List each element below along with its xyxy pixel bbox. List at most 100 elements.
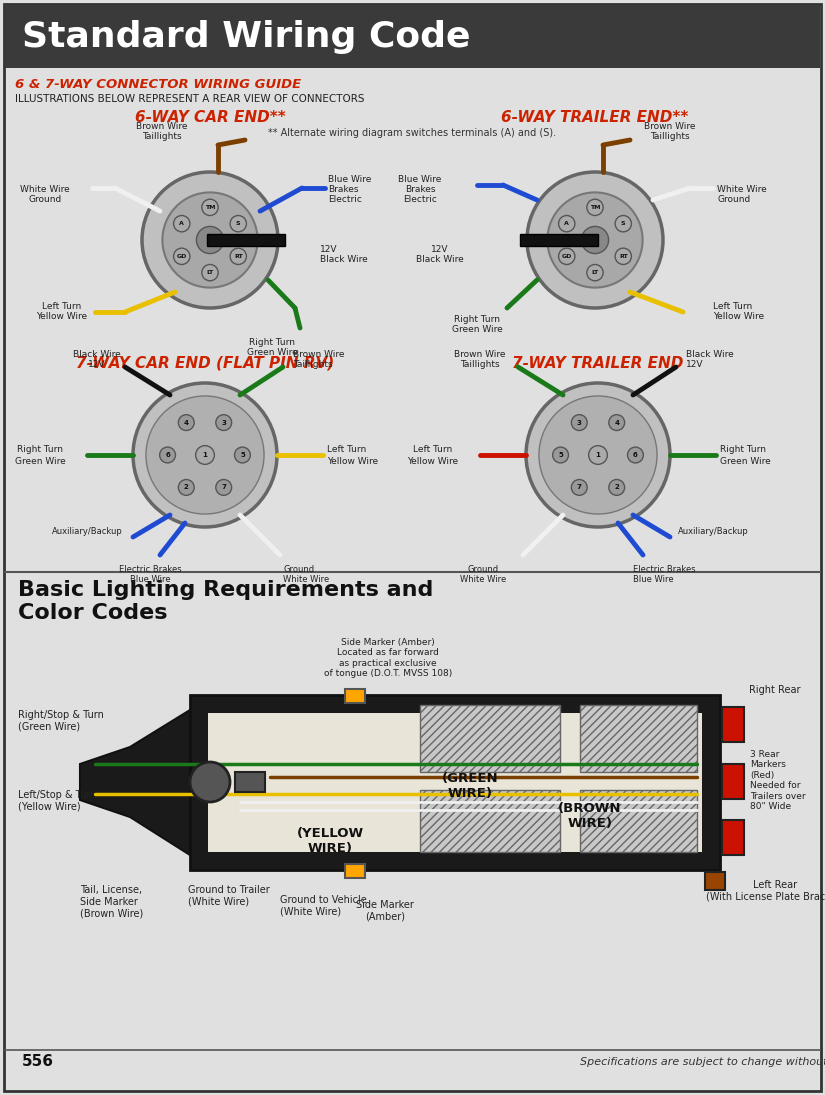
Text: 12V: 12V — [431, 245, 449, 254]
Text: Right Turn: Right Turn — [17, 445, 63, 454]
Text: Brakes: Brakes — [405, 185, 436, 194]
Text: Yellow Wire: Yellow Wire — [327, 457, 378, 466]
Text: Taillights: Taillights — [293, 360, 332, 369]
Text: GD: GD — [177, 254, 187, 258]
Text: Brown Wire: Brown Wire — [644, 122, 695, 131]
Text: Yellow Wire: Yellow Wire — [36, 312, 87, 321]
Text: RT: RT — [619, 254, 628, 258]
Text: Right Turn: Right Turn — [720, 445, 766, 454]
Circle shape — [216, 480, 232, 495]
Text: Left Turn: Left Turn — [413, 445, 453, 454]
Text: 12V: 12V — [88, 360, 106, 369]
Text: Left Rear
(With License Plate Bracket): Left Rear (With License Plate Bracket) — [706, 880, 825, 901]
Text: 12V: 12V — [320, 245, 337, 254]
Text: 4: 4 — [615, 419, 620, 426]
Text: A: A — [179, 221, 184, 227]
Circle shape — [628, 447, 644, 463]
Text: Black Wire: Black Wire — [686, 350, 733, 359]
Text: White Wire: White Wire — [283, 575, 329, 584]
Text: Side Marker
(Amber): Side Marker (Amber) — [356, 900, 414, 922]
Text: RT: RT — [234, 254, 243, 258]
Text: S: S — [621, 221, 625, 227]
Text: White Wire: White Wire — [20, 185, 70, 194]
Text: Brown Wire: Brown Wire — [293, 350, 345, 359]
Text: (YELLOW
WIRE): (YELLOW WIRE) — [296, 827, 364, 855]
Circle shape — [548, 193, 643, 288]
Text: LT: LT — [592, 270, 599, 275]
Bar — [521, 234, 598, 246]
Text: LT: LT — [206, 270, 214, 275]
Text: Right/Stop & Turn
(Green Wire): Right/Stop & Turn (Green Wire) — [18, 710, 104, 731]
Circle shape — [527, 172, 663, 308]
Text: Electric: Electric — [403, 195, 437, 204]
Text: Right Rear: Right Rear — [749, 685, 801, 695]
Text: Yellow Wire: Yellow Wire — [408, 457, 459, 466]
Text: (BROWN
WIRE): (BROWN WIRE) — [559, 802, 622, 830]
Text: 556: 556 — [22, 1054, 54, 1070]
Bar — [190, 695, 720, 871]
Text: Taillights: Taillights — [650, 132, 690, 141]
Circle shape — [559, 216, 575, 232]
Text: Left Turn: Left Turn — [327, 445, 366, 454]
Text: Electric Brakes: Electric Brakes — [633, 565, 695, 574]
Circle shape — [216, 415, 232, 430]
Circle shape — [202, 265, 218, 280]
Circle shape — [202, 199, 218, 216]
Circle shape — [230, 216, 247, 232]
Circle shape — [609, 480, 625, 495]
Text: Ground: Ground — [717, 195, 750, 204]
Text: 4: 4 — [184, 419, 189, 426]
Circle shape — [142, 172, 278, 308]
Circle shape — [609, 415, 625, 430]
Circle shape — [589, 446, 607, 464]
Circle shape — [582, 227, 609, 254]
Text: Brakes: Brakes — [328, 185, 359, 194]
Text: 5: 5 — [240, 452, 245, 458]
Bar — [420, 705, 560, 772]
Text: S: S — [236, 221, 241, 227]
Bar — [722, 707, 744, 742]
Circle shape — [553, 447, 568, 463]
Bar — [235, 772, 265, 792]
Text: TM: TM — [205, 205, 215, 210]
Text: 7: 7 — [577, 484, 582, 491]
Text: GD: GD — [562, 254, 572, 258]
Text: Brown Wire: Brown Wire — [136, 122, 188, 131]
Text: Left/Stop & Turn
(Yellow Wire): Left/Stop & Turn (Yellow Wire) — [18, 789, 97, 811]
Text: Specifications are subject to change without notice: Specifications are subject to change wit… — [580, 1057, 825, 1067]
Text: Black Wire: Black Wire — [416, 255, 464, 264]
Text: 1: 1 — [596, 452, 601, 458]
Text: Brown Wire: Brown Wire — [455, 350, 506, 359]
Text: Yellow Wire: Yellow Wire — [713, 312, 764, 321]
Circle shape — [587, 199, 603, 216]
Bar — [5, 5, 820, 68]
Text: White Wire: White Wire — [717, 185, 766, 194]
Text: 6: 6 — [165, 452, 170, 458]
Circle shape — [230, 249, 247, 265]
Text: TM: TM — [590, 205, 601, 210]
Circle shape — [133, 383, 277, 527]
Text: 6-WAY TRAILER END**: 6-WAY TRAILER END** — [502, 110, 689, 125]
Text: 6 & 7-WAY CONNECTOR WIRING GUIDE: 6 & 7-WAY CONNECTOR WIRING GUIDE — [15, 78, 301, 91]
Circle shape — [173, 216, 190, 232]
Circle shape — [526, 383, 670, 527]
Text: 3 Rear
Markers
(Red)
Needed for
Trailers over
80" Wide: 3 Rear Markers (Red) Needed for Trailers… — [750, 750, 806, 811]
Circle shape — [178, 480, 194, 495]
Text: Green Wire: Green Wire — [451, 325, 502, 334]
Circle shape — [539, 396, 657, 514]
Bar — [208, 713, 702, 852]
Text: Blue Wire: Blue Wire — [398, 175, 441, 184]
Text: A: A — [564, 221, 569, 227]
Text: Left Turn: Left Turn — [713, 302, 752, 311]
Text: Electric Brakes: Electric Brakes — [119, 565, 182, 574]
Text: 2: 2 — [184, 484, 189, 491]
Circle shape — [615, 249, 631, 265]
Text: Auxiliary/Backup: Auxiliary/Backup — [678, 527, 749, 535]
Circle shape — [234, 447, 250, 463]
Text: 6: 6 — [633, 452, 638, 458]
Text: 12V: 12V — [686, 360, 704, 369]
Text: Green Wire: Green Wire — [720, 457, 771, 466]
Text: Taillights: Taillights — [460, 360, 500, 369]
Text: Right Turn: Right Turn — [249, 338, 295, 347]
Text: Black Wire: Black Wire — [73, 350, 121, 359]
